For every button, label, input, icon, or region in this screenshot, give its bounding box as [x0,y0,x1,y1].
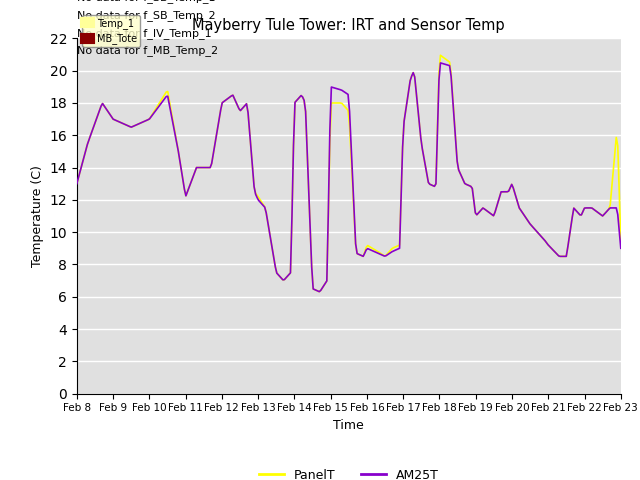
Text: No data for f_IV_Temp_1: No data for f_IV_Temp_1 [77,28,211,39]
Text: No data for f_SB_Temp_1: No data for f_SB_Temp_1 [77,0,215,3]
Text: No data for f_SB_Temp_2: No data for f_SB_Temp_2 [77,10,216,21]
X-axis label: Time: Time [333,419,364,432]
Y-axis label: Temperature (C): Temperature (C) [31,165,44,267]
Legend: PanelT, AM25T: PanelT, AM25T [254,464,444,480]
Text: No data for f_MB_Temp_2: No data for f_MB_Temp_2 [77,46,218,57]
Title: Mayberry Tule Tower: IRT and Sensor Temp: Mayberry Tule Tower: IRT and Sensor Temp [193,18,505,33]
